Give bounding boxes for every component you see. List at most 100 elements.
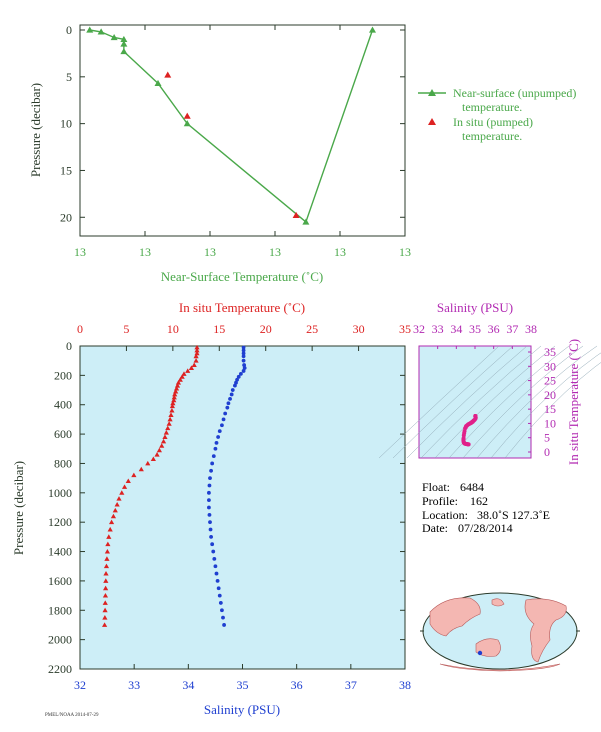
- salinity-point: [228, 396, 232, 401]
- salinity-point: [209, 534, 213, 539]
- salinity-point: [236, 374, 241, 379]
- pumped-point: [183, 112, 191, 119]
- salinity-point: [207, 483, 212, 488]
- map-land: [429, 597, 567, 672]
- temperature-point: [170, 400, 176, 406]
- float-info: Float: 6484 Profile: 162 Location: 38.0˚…: [422, 480, 550, 535]
- density-contour: [462, 345, 584, 459]
- float-location-marker: [477, 650, 483, 656]
- temperature-point: [102, 622, 108, 627]
- temperature-point: [103, 563, 110, 569]
- pressure-tick-label: 2000: [48, 633, 72, 647]
- top-x-tick-label: 13: [139, 245, 151, 259]
- top-x-tick-label: 13: [204, 245, 216, 259]
- unpumped-point: [120, 40, 128, 47]
- salinity-point: [241, 345, 246, 350]
- near-surface-chart: 0 5 10 15 20 13 13 13 13 13 13 Pressure (decibar)…: [28, 23, 576, 284]
- salinity-point: [233, 383, 237, 388]
- salinity-tick-label: 35: [237, 678, 249, 692]
- salinity-point: [213, 564, 218, 569]
- temperature-point: [181, 371, 187, 376]
- pressure-tick-label: 1400: [48, 545, 72, 559]
- density-contour: [378, 345, 500, 459]
- salinity-point: [229, 392, 234, 397]
- profile-value: 162: [470, 494, 488, 508]
- salinity-point: [209, 468, 213, 473]
- pressure-tick-label: 2200: [48, 662, 72, 676]
- salinity-point: [241, 369, 246, 373]
- salinity-point: [241, 358, 246, 363]
- salinity-point: [212, 556, 217, 561]
- pressure-tick-label: 800: [54, 456, 72, 470]
- salinity-axis-label: Salinity (PSU): [204, 702, 280, 717]
- temperature-point: [174, 383, 181, 388]
- top-y-axis: 0 5 10 15 20: [60, 23, 405, 224]
- top-plot-frame: [79, 24, 406, 237]
- temperature-axis-label: In situ Temperature (˚C): [179, 300, 305, 315]
- temperature-point: [193, 358, 199, 363]
- temperature-point: [179, 374, 185, 379]
- ts-point: [466, 442, 471, 447]
- top-x-tick-label: 13: [74, 245, 86, 259]
- top-series-marks: [86, 26, 376, 225]
- density-contour: [420, 345, 542, 459]
- salinity-point: [216, 586, 221, 591]
- temperature-point: [166, 421, 172, 426]
- temperature-point: [150, 456, 156, 461]
- ts-temp-tick-label: 10: [544, 416, 556, 430]
- salinity-point: [217, 593, 222, 598]
- temperature-point: [185, 368, 191, 373]
- ts-right-label: In situ Temperature (˚C): [566, 339, 581, 465]
- unpumped-point: [154, 79, 162, 86]
- temperature-point: [106, 534, 112, 539]
- salinity-point: [214, 441, 219, 445]
- salinity-point: [242, 366, 247, 370]
- salinity-axis: 32 33 34 35 36 37 38: [74, 664, 411, 692]
- top-x-axis-label: Near-Surface Temperature (˚C): [161, 269, 323, 284]
- temperature-point: [110, 513, 117, 519]
- temperature-point: [160, 438, 167, 444]
- location-label: Location:: [422, 508, 468, 522]
- pressure-axis: 0 200 400 600 800 1000 1200 1400 1600 1800 2000 220…: [48, 339, 405, 676]
- temperature-point: [163, 430, 169, 435]
- temperature-point: [116, 496, 122, 501]
- map-land-asia-africa: [429, 597, 481, 637]
- ts-temp-tick-label: 30: [544, 359, 556, 373]
- salinity-point: [215, 579, 220, 583]
- salinity-point: [241, 348, 246, 353]
- temperature-point: [169, 403, 175, 409]
- temperature-point: [175, 380, 182, 385]
- temperature-point: [162, 434, 168, 439]
- salinity-point: [234, 380, 238, 385]
- unpumped-line: [89, 29, 374, 224]
- ts-sal-tick-label: 34: [450, 322, 462, 336]
- ts-sal-tick-label: 33: [432, 322, 444, 336]
- profile-label: Profile:: [422, 494, 458, 508]
- salinity-point: [223, 411, 228, 416]
- temperature-point: [102, 600, 108, 605]
- top-x-tick-label: 13: [334, 245, 346, 259]
- temperature-point: [173, 388, 179, 394]
- unpumped-point: [369, 26, 376, 33]
- salinity-point: [216, 435, 221, 439]
- profile-series-marks: [102, 344, 247, 627]
- temperature-point: [169, 408, 175, 413]
- profile-chart: 0200400600800100012001400160018002000220…: [11, 300, 411, 717]
- salinity-point: [220, 423, 224, 428]
- ts-temp-tick-label: 20: [544, 388, 556, 402]
- salinity-point: [225, 405, 230, 410]
- ts-temp-tick-label: 35: [544, 345, 556, 359]
- temperature-point: [102, 607, 108, 613]
- unpumped-point: [110, 33, 118, 41]
- salinity-point: [241, 354, 246, 359]
- salinity-point: [213, 446, 218, 451]
- top-legend: Near-surface (unpumped) temperature. In …: [418, 86, 576, 143]
- top-x-axis: 13 13 13 13 13 13: [74, 25, 411, 259]
- salinity-point: [214, 571, 219, 576]
- temperature-axis: 0 5 10 15 20 25 30 35: [77, 322, 411, 351]
- pressure-tick-label: 600: [54, 427, 72, 441]
- salinity-point: [235, 377, 239, 382]
- salinity-point: [217, 429, 222, 434]
- profile-y-axis-label: Pressure (decibar): [11, 461, 26, 555]
